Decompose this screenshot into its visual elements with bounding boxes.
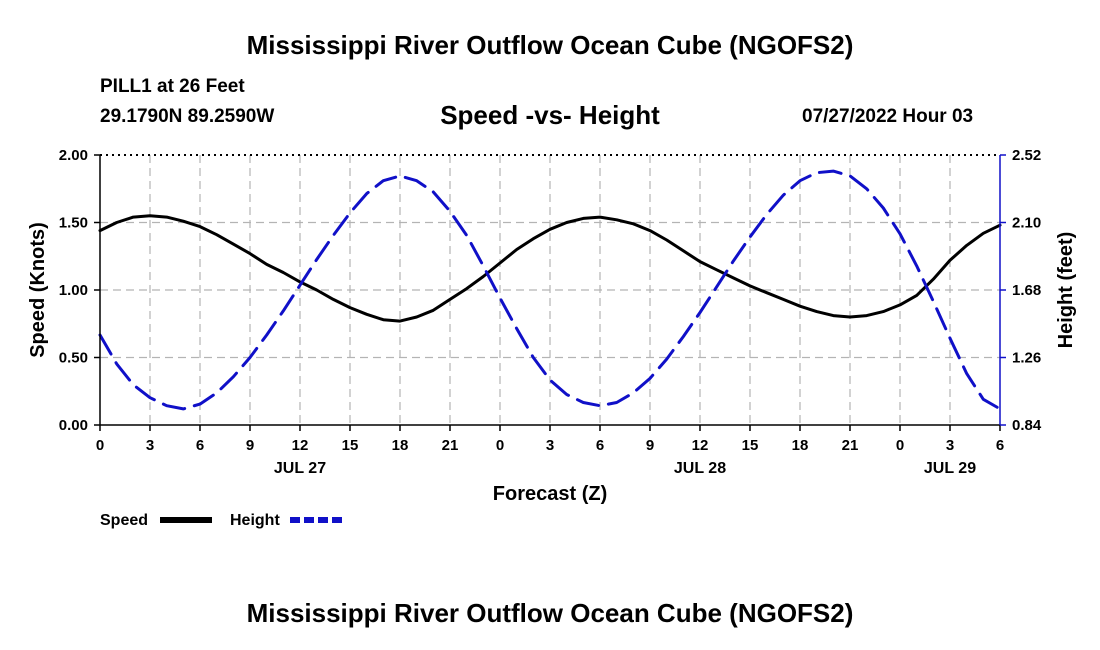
series-layer (98, 169, 1002, 411)
y-right-tick-label: 0.84 (1012, 417, 1042, 434)
x-tick-label: 3 (946, 437, 954, 454)
legend-label: Height (230, 512, 280, 529)
chart-title: Mississippi River Outflow Ocean Cube (NG… (246, 30, 854, 60)
x-tick-label: 6 (996, 437, 1004, 454)
y-axis-left-label: Speed (Knots) (27, 222, 49, 358)
legend: Speed Height (100, 512, 342, 529)
x-axis-label: Forecast (Z) (493, 483, 607, 505)
y-left-tick-label: 0.50 (59, 350, 88, 367)
y-right-tick-label: 1.68 (1012, 282, 1041, 299)
x-tick-label: 6 (196, 437, 204, 454)
grid (100, 155, 1000, 425)
bottom-title: Mississippi River Outflow Ocean Cube (NG… (246, 598, 854, 628)
date-label: JUL 28 (674, 460, 726, 477)
x-tick-label: 0 (496, 437, 504, 454)
axes: 0 3 6 9 12 15 18 21 0 3 6 9 12 15 18 21 0 3 6 JUL 27 JUL 28 J… (59, 147, 1042, 477)
y-left-tick-label: 2.00 (59, 147, 88, 164)
x-tick-label: 0 (896, 437, 904, 454)
x-tick-label: 12 (692, 437, 709, 454)
x-tick-label: 3 (546, 437, 554, 454)
x-tick-label: 15 (742, 437, 759, 454)
y-right-tick-label: 2.10 (1012, 215, 1041, 232)
x-tick-label: 12 (292, 437, 309, 454)
x-tick-label: 21 (442, 437, 459, 454)
y-right-tick-label: 1.26 (1012, 350, 1041, 367)
y-left-tick-label: 1.50 (59, 215, 88, 232)
chart-subtitle: Speed -vs- Height (440, 100, 660, 130)
date-label: JUL 27 (274, 460, 326, 477)
x-tick-label: 18 (792, 437, 809, 454)
y-left-tick-label: 1.00 (59, 282, 88, 299)
station-coordinates: 29.1790N 89.2590W (100, 106, 275, 127)
axis-labels: Forecast (Z) Speed (Knots) Height (feet) (27, 222, 1077, 505)
x-tick-label: 9 (646, 437, 654, 454)
speed-series-line (98, 214, 1002, 323)
station-label: PILL1 at 26 Feet (100, 76, 245, 97)
y-left-tick-label: 0.00 (59, 417, 88, 434)
forecast-run-time: 07/27/2022 Hour 03 (802, 106, 974, 127)
x-tick-label: 15 (342, 437, 359, 454)
x-tick-label: 0 (96, 437, 104, 454)
x-tick-label: 9 (246, 437, 254, 454)
x-tick-label: 6 (596, 437, 604, 454)
x-tick-label: 3 (146, 437, 154, 454)
date-label: JUL 29 (924, 460, 976, 477)
x-tick-label: 18 (392, 437, 409, 454)
x-tick-label: 21 (842, 437, 859, 454)
legend-label: Speed (100, 512, 148, 529)
y-axis-right-label: Height (feet) (1055, 232, 1077, 349)
height-series-line (98, 169, 1002, 411)
y-right-tick-label: 2.52 (1012, 147, 1041, 164)
